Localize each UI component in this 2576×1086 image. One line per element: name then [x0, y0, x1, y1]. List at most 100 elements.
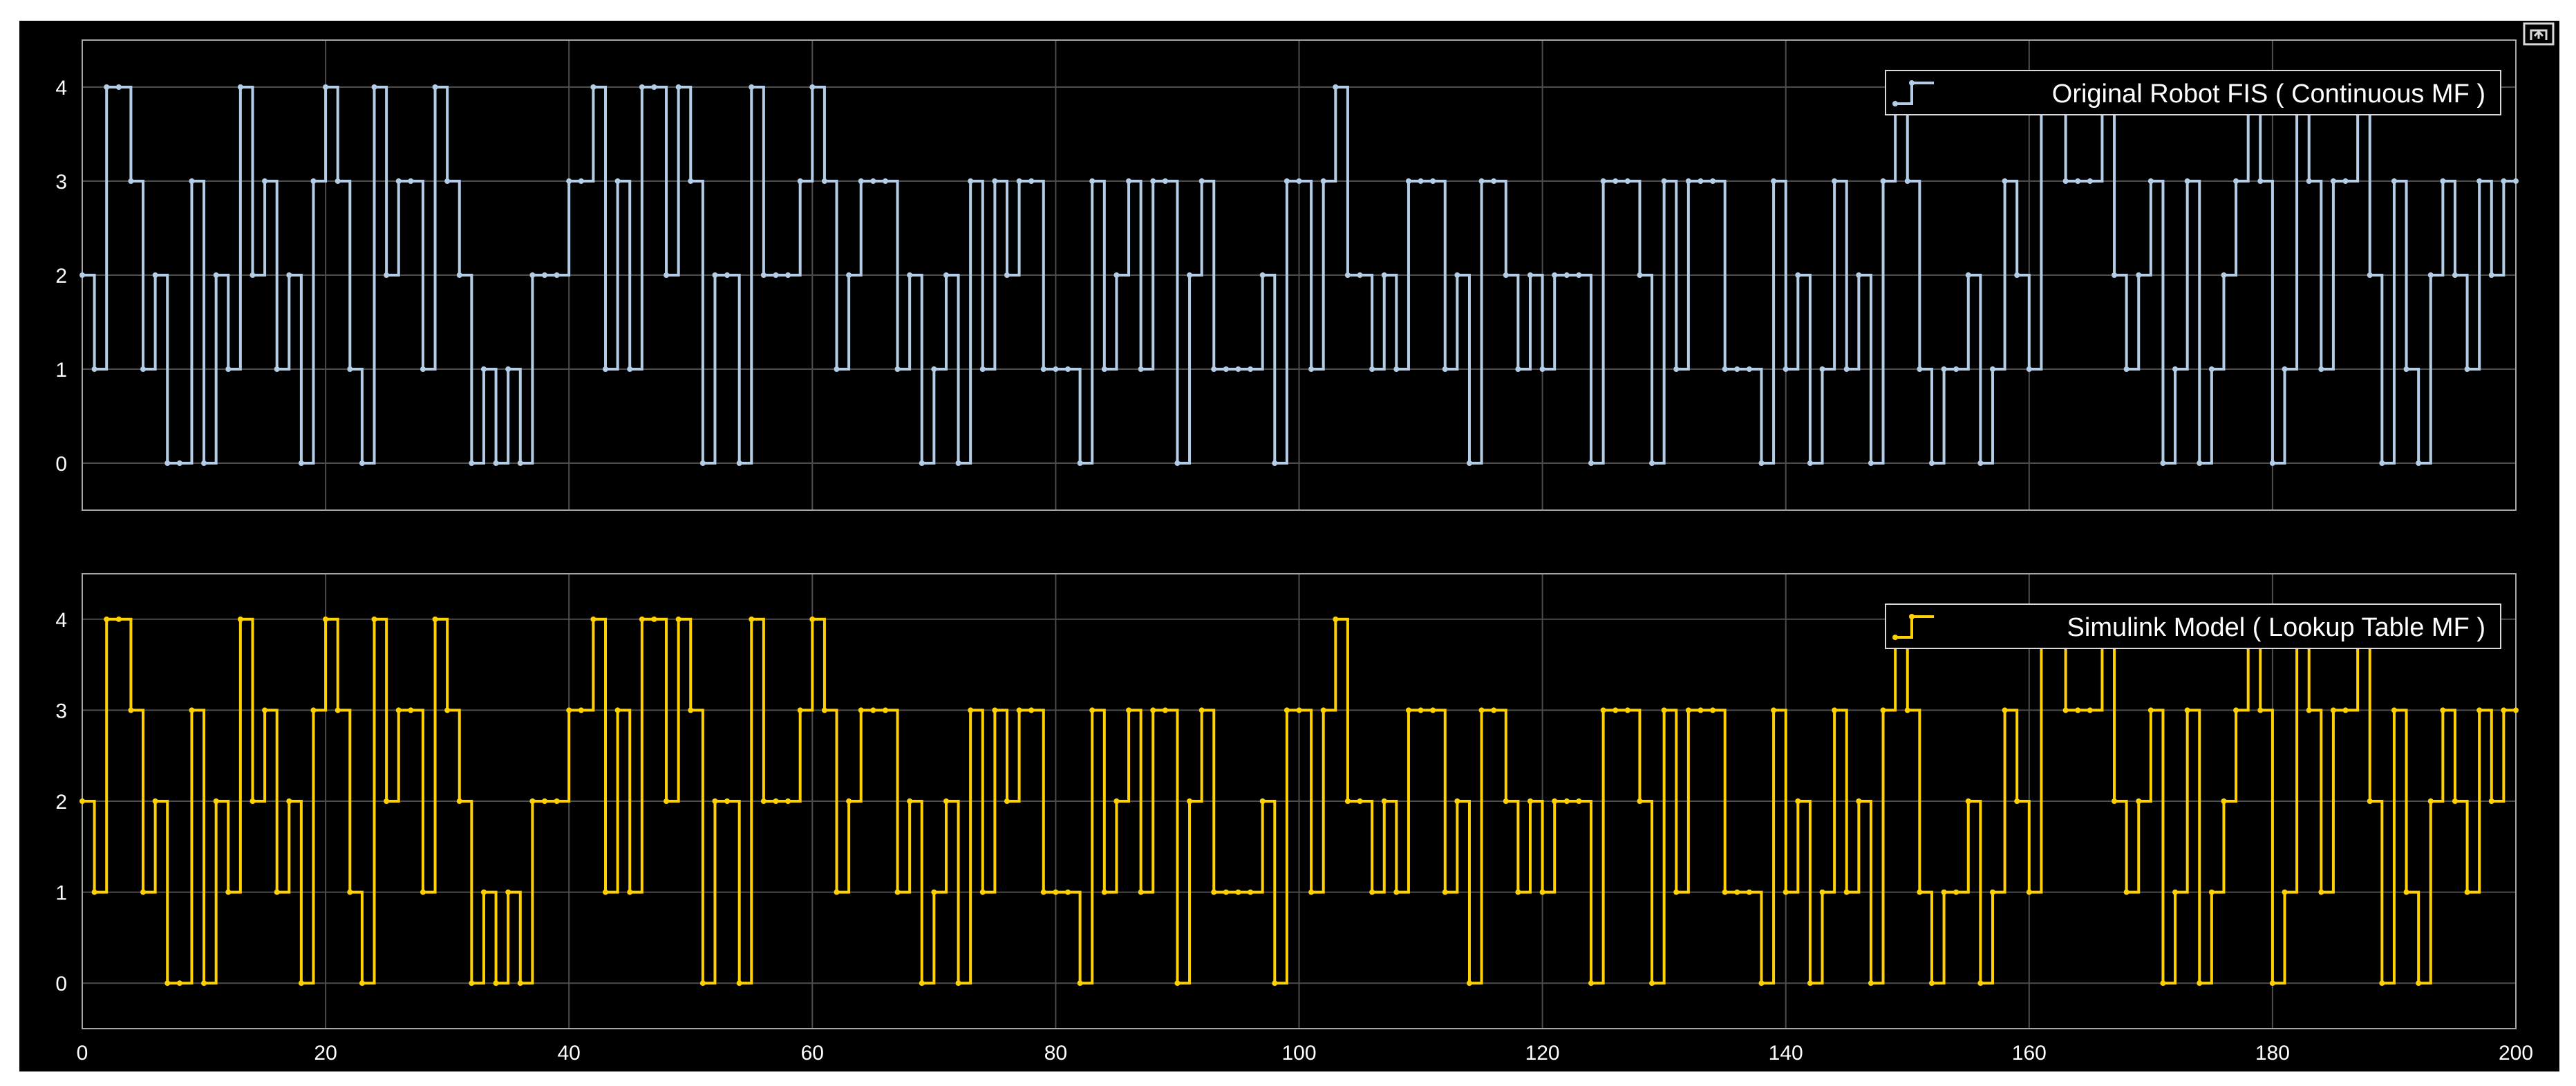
data-point — [237, 84, 243, 90]
data-point — [140, 366, 147, 372]
data-point — [371, 616, 377, 622]
data-point — [1491, 178, 1497, 184]
data-point — [2452, 798, 2458, 804]
data-point — [1028, 707, 1035, 713]
data-point — [834, 366, 840, 372]
data-point — [1832, 707, 1838, 713]
data-point — [1600, 707, 1606, 713]
data-point — [2282, 366, 2288, 372]
data-point — [323, 616, 329, 622]
scope-background — [19, 21, 2559, 1071]
series-line — [82, 86, 2516, 465]
data-point — [882, 178, 888, 184]
data-point — [469, 460, 475, 466]
data-point — [2269, 460, 2275, 466]
data-point — [1685, 707, 1691, 713]
data-point — [1722, 889, 1728, 895]
data-point — [225, 366, 232, 372]
data-point — [2318, 366, 2324, 372]
data-point — [1491, 707, 1497, 713]
data-point — [688, 178, 694, 184]
data-point — [1198, 707, 1205, 713]
data-point — [566, 178, 572, 184]
data-point — [1685, 178, 1691, 184]
data-point — [1953, 889, 1959, 895]
data-point — [664, 272, 670, 278]
data-point — [1637, 272, 1643, 278]
legend-label: Original Robot FIS ( Continuous MF ) — [2052, 79, 2485, 109]
data-point — [797, 178, 803, 184]
data-point — [907, 798, 913, 804]
data-point — [1198, 178, 1205, 184]
legend-line-icon — [1895, 82, 1934, 105]
data-point — [2160, 460, 2166, 466]
x-tick-label: 120 — [1525, 1042, 1560, 1065]
data-point — [2330, 178, 2336, 184]
data-point — [1576, 798, 1582, 804]
data-point — [1698, 178, 1704, 184]
data-point — [1162, 178, 1168, 184]
legend[interactable]: Original Robot FIS ( Continuous MF ) — [1885, 70, 2501, 115]
data-point — [493, 980, 499, 986]
data-point — [1673, 366, 1680, 372]
data-point — [2112, 272, 2118, 278]
data-point — [91, 889, 97, 895]
data-point — [1113, 798, 1120, 804]
data-point — [1904, 178, 1910, 184]
data-point — [2197, 460, 2203, 466]
data-point — [201, 460, 207, 466]
data-point — [1053, 889, 1059, 895]
data-point — [2330, 707, 2336, 713]
x-tick-label: 180 — [2255, 1042, 2290, 1065]
data-point — [432, 616, 438, 622]
data-point — [2318, 889, 2324, 895]
data-point — [554, 272, 560, 278]
undock-icon — [2530, 29, 2548, 40]
data-point — [1637, 798, 1643, 804]
data-point — [1819, 366, 1825, 372]
data-point — [736, 460, 742, 466]
data-point — [1344, 272, 1351, 278]
data-point — [664, 798, 670, 804]
data-point — [1624, 707, 1630, 713]
data-point — [262, 707, 268, 713]
data-point — [1928, 460, 1935, 466]
data-point — [250, 272, 256, 278]
data-point — [1856, 798, 1862, 804]
data-point — [1588, 980, 1595, 986]
data-point — [1223, 366, 1229, 372]
data-point — [2184, 178, 2190, 184]
data-point — [1552, 798, 1558, 804]
data-point — [1466, 980, 1472, 986]
data-point — [1734, 889, 1740, 895]
data-point — [505, 889, 511, 895]
data-point — [919, 460, 925, 466]
data-point — [408, 707, 414, 713]
data-point — [979, 366, 986, 372]
data-point — [1965, 272, 1971, 278]
data-point — [2306, 178, 2312, 184]
data-point — [603, 366, 609, 372]
data-point — [480, 366, 487, 372]
data-point — [1527, 272, 1533, 278]
data-point — [821, 707, 827, 713]
undock-button[interactable] — [2523, 22, 2555, 46]
data-point — [79, 798, 85, 804]
data-point — [1563, 272, 1570, 278]
legend[interactable]: Simulink Model ( Lookup Table MF ) — [1885, 603, 2501, 649]
data-point — [2221, 272, 2227, 278]
data-point — [164, 460, 171, 466]
data-point — [724, 798, 731, 804]
data-point — [614, 707, 621, 713]
data-point — [1418, 707, 1424, 713]
legend-line-icon — [1895, 615, 1934, 639]
x-tick-label: 140 — [1769, 1042, 1803, 1065]
data-point — [2208, 366, 2215, 372]
data-point — [931, 366, 937, 372]
data-point — [1259, 798, 1266, 804]
data-point — [773, 798, 779, 804]
data-point — [1563, 798, 1570, 804]
data-point — [517, 980, 523, 986]
data-point — [639, 616, 645, 622]
legend-label: Simulink Model ( Lookup Table MF ) — [2067, 613, 2485, 642]
